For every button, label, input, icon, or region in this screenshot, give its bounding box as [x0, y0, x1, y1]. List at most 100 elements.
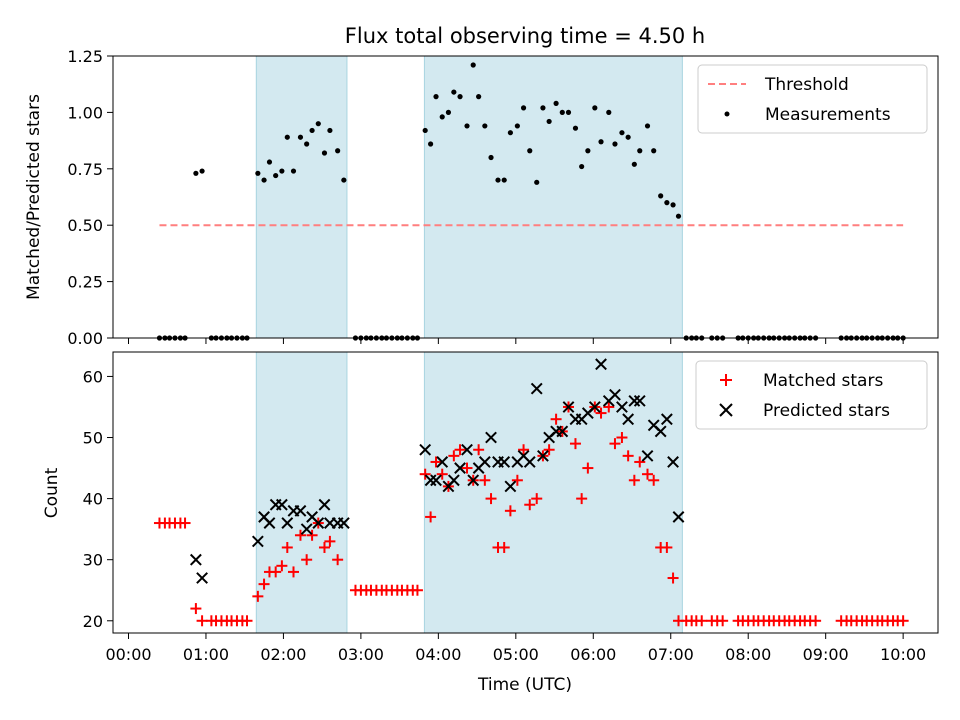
x-tick-label: 10:00: [880, 645, 926, 664]
top-x-ticks: [127, 338, 904, 344]
matched-star-point: [196, 615, 208, 627]
measurement-point: [495, 177, 501, 183]
measurement-point: [559, 109, 565, 115]
measurement-point: [335, 148, 341, 154]
matched-star-point: [241, 615, 253, 627]
matched-star-point: [473, 444, 485, 456]
measurement-point: [297, 134, 304, 140]
predicted-star-point: [672, 511, 685, 523]
matched-star-point: [252, 590, 264, 602]
predicted-star-point: [196, 572, 208, 584]
legend-predicted-label: Predicted stars: [763, 401, 890, 421]
measurement-point: [445, 109, 452, 115]
measurement-point: [592, 105, 598, 111]
top-y-ticks: 0.00 0.25 0.50 0.75 1.00 1.25: [67, 47, 113, 348]
predicted-star-point: [654, 425, 667, 438]
predicted-star-point: [436, 456, 449, 468]
predicted-star-point: [498, 456, 511, 468]
predicted-star-point: [628, 394, 641, 407]
matched-star-point: [634, 456, 646, 468]
y-tick-label: 50: [83, 429, 103, 448]
measurement-point: [520, 105, 527, 111]
top-legend-box: [697, 64, 928, 134]
matched-star-point: [696, 615, 708, 627]
predicted-star-point: [616, 401, 628, 413]
measurement-point: [199, 168, 205, 174]
x-tick-label: 03:00: [338, 645, 384, 664]
measurement-point: [284, 134, 290, 140]
y-tick-label: 0.25: [67, 273, 103, 292]
predicted-star-point: [454, 462, 466, 474]
measurement-point: [670, 202, 676, 208]
top-panel: 0.00 0.25 0.50 0.75 1.00 1.25 Matched/Predict…: [24, 47, 939, 348]
matched-star-point: [190, 603, 202, 615]
matched-star-point: [569, 438, 581, 450]
predicted-star-point: [478, 456, 491, 468]
measurement-point: [290, 168, 297, 174]
top-shading-layer: [255, 55, 683, 339]
measurement-point: [637, 148, 643, 154]
matched-star-point: [628, 474, 640, 486]
observing-window-shade: [255, 55, 348, 339]
measurement-point: [464, 123, 470, 129]
measurement-point: [470, 62, 476, 68]
matched-star-point: [603, 401, 615, 413]
measurement-point: [273, 172, 279, 179]
matched-star-point: [524, 499, 536, 511]
observing-window-shade: [255, 351, 348, 634]
x-tick-label: 06:00: [570, 645, 616, 664]
x-tick-label: 01:00: [183, 645, 229, 664]
matched-star-point: [419, 468, 431, 480]
matched-star-point: [258, 578, 270, 590]
observing-window-shade: [423, 351, 683, 634]
matched-star-point: [270, 566, 282, 578]
measurement-point: [565, 109, 572, 115]
predicted-star-point: [337, 517, 350, 529]
legend-matched-swatch: [720, 374, 732, 386]
measurement-point: [422, 127, 428, 134]
predicted-star-point: [467, 474, 480, 487]
bottom-plot-frame: [112, 351, 939, 634]
measurement-point: [321, 150, 328, 156]
bottom-legend-box: [695, 360, 928, 430]
predicted-star-point: [537, 449, 549, 462]
measurement-point: [279, 168, 285, 174]
measurement-point: [606, 109, 612, 115]
measurement-point: [572, 125, 579, 131]
bottom-legend: Matched stars Predicted stars: [695, 360, 928, 430]
matched-star-point: [485, 493, 497, 505]
matched-star-point: [301, 554, 313, 566]
y-tick-label: 1.00: [67, 103, 103, 122]
predicted-star-point: [556, 425, 569, 438]
matched-star-point: [622, 450, 634, 462]
matched-star-point: [454, 444, 466, 456]
measurement-point: [327, 127, 333, 134]
measurement-point: [658, 193, 664, 199]
matched-points-layer: [153, 401, 909, 627]
matched-star-point: [318, 541, 330, 553]
measurement-point: [255, 170, 261, 176]
measurement-point: [304, 141, 310, 147]
predicted-points-layer: [189, 358, 685, 584]
predicted-star-point: [424, 474, 437, 487]
measurement-point: [540, 105, 546, 111]
predicted-star-point: [504, 480, 517, 493]
x-tick-label: 08:00: [725, 645, 771, 664]
measurement-point: [507, 130, 513, 136]
measurement-point: [579, 163, 585, 170]
measurement-point: [631, 161, 637, 167]
predicted-star-point: [263, 517, 276, 529]
matched-star-point: [287, 566, 299, 578]
predicted-star-point: [595, 358, 607, 371]
matched-star-point: [498, 541, 510, 553]
predicted-star-point: [300, 523, 313, 536]
predicted-star-point: [275, 498, 288, 511]
y-tick-label: 30: [83, 551, 103, 570]
matched-star-point: [810, 615, 822, 627]
predicted-star-point: [430, 474, 442, 487]
bottom-y-ticks: 20 30 40 50 60: [83, 367, 113, 631]
x-tick-label: 05:00: [493, 645, 539, 664]
predicted-star-point: [447, 474, 460, 487]
predicted-star-point: [641, 449, 654, 462]
